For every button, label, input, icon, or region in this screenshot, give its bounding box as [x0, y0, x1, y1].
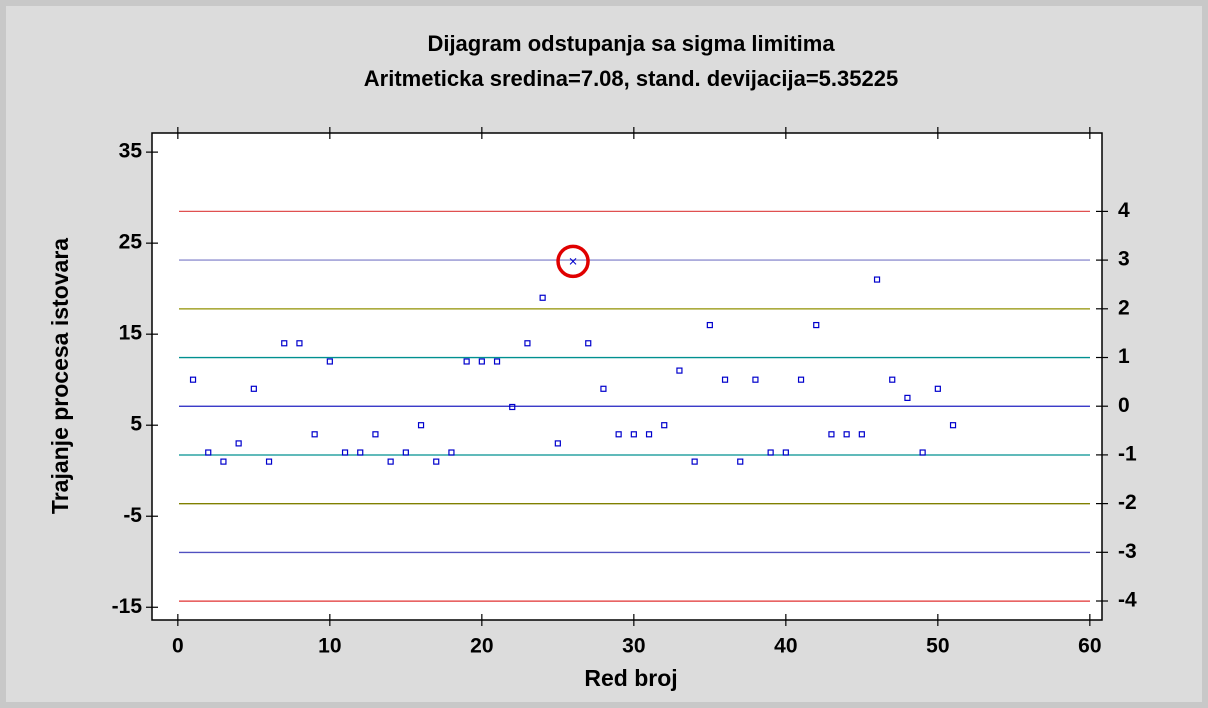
- point: [417, 422, 425, 429]
- x-axis-label: Red broj: [584, 665, 677, 691]
- point: [752, 376, 759, 383]
- y-tick-label: -15: [112, 595, 143, 618]
- outlier-cross: [569, 257, 577, 265]
- point: [813, 321, 820, 329]
- point: [326, 358, 333, 365]
- point: [448, 449, 455, 456]
- point: [265, 458, 273, 465]
- point: [539, 294, 546, 301]
- y2-tick-label: -2: [1118, 491, 1137, 514]
- x-tick-label: 10: [318, 635, 341, 658]
- point: [904, 394, 911, 401]
- y2-tick-label: 0: [1118, 394, 1130, 417]
- point: [661, 422, 668, 429]
- point: [372, 431, 379, 438]
- point: [615, 431, 622, 438]
- point: [205, 449, 212, 456]
- point: [706, 321, 713, 329]
- point: [828, 431, 835, 438]
- point: [463, 358, 470, 365]
- point: [433, 458, 440, 465]
- point: [387, 458, 394, 465]
- outlier-point: [569, 257, 577, 265]
- x-tick-label: 50: [926, 635, 949, 658]
- point: [645, 431, 653, 438]
- x-tick-label: 30: [622, 635, 645, 658]
- x-tick-label: 40: [774, 635, 797, 658]
- point: [554, 440, 561, 447]
- point: [235, 440, 242, 447]
- plot-area: [151, 132, 1103, 621]
- point: [676, 367, 683, 374]
- y2-tick-label: 1: [1118, 345, 1130, 368]
- point: [493, 358, 501, 365]
- x-tick-label: 20: [470, 635, 493, 658]
- y2-tick-label: 4: [1118, 199, 1130, 222]
- y-tick-label: 5: [130, 413, 142, 436]
- y-tick-label: -5: [123, 504, 142, 527]
- y2-tick-label: -4: [1118, 589, 1137, 612]
- point: [797, 376, 805, 383]
- point: [402, 449, 409, 456]
- point: [767, 449, 774, 456]
- point: [873, 276, 881, 283]
- point: [311, 431, 318, 438]
- outlier-circle: [556, 244, 590, 279]
- point: [296, 340, 303, 347]
- point: [737, 458, 744, 465]
- y2-tick-label: -3: [1118, 540, 1137, 563]
- y2-tick-label: -1: [1118, 442, 1137, 465]
- point: [858, 431, 865, 438]
- y-tick-label: 25: [119, 231, 143, 254]
- point: [630, 431, 637, 438]
- point: [843, 431, 850, 438]
- chart-subtitle: Aritmeticka sredina=7.08, stand. devijac…: [364, 66, 898, 91]
- point: [478, 358, 485, 365]
- x-tick-label: 60: [1078, 635, 1101, 658]
- y-axis-label: Trajanje procesa istovara: [47, 238, 73, 514]
- y2-tick-label: 3: [1118, 248, 1130, 271]
- y-tick-label: 35: [119, 140, 143, 163]
- point: [934, 385, 941, 392]
- point: [782, 449, 789, 456]
- point: [341, 449, 349, 456]
- point: [220, 458, 227, 465]
- chart-title: Dijagram odstupanja sa sigma limitima: [427, 31, 835, 56]
- point: [357, 449, 364, 456]
- point: [585, 340, 592, 347]
- point: [919, 449, 926, 456]
- y2-tick-label: 2: [1118, 296, 1130, 319]
- point: [189, 376, 197, 383]
- point: [889, 376, 896, 383]
- point: [509, 403, 516, 411]
- point: [524, 340, 531, 347]
- point: [600, 385, 607, 392]
- y-tick-label: 15: [119, 322, 143, 345]
- point: [250, 385, 257, 392]
- point: [281, 340, 288, 347]
- point: [721, 376, 729, 383]
- point: [949, 422, 957, 429]
- point: [691, 458, 698, 465]
- x-tick-label: 0: [172, 635, 184, 658]
